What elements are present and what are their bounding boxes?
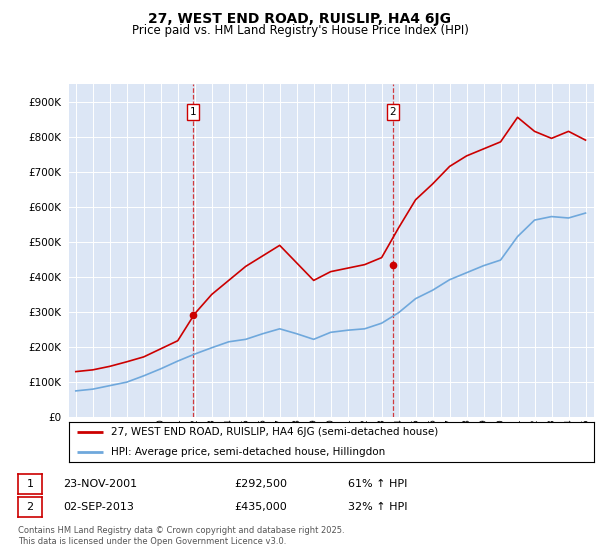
- Text: 1: 1: [190, 107, 196, 117]
- Text: HPI: Average price, semi-detached house, Hillingdon: HPI: Average price, semi-detached house,…: [111, 446, 385, 456]
- Text: 2: 2: [389, 107, 397, 117]
- Text: 23-NOV-2001: 23-NOV-2001: [63, 479, 137, 489]
- Text: £292,500: £292,500: [234, 479, 287, 489]
- Text: £435,000: £435,000: [234, 502, 287, 512]
- Text: 27, WEST END ROAD, RUISLIP, HA4 6JG (semi-detached house): 27, WEST END ROAD, RUISLIP, HA4 6JG (sem…: [111, 427, 438, 437]
- Text: 02-SEP-2013: 02-SEP-2013: [63, 502, 134, 512]
- Text: 2: 2: [26, 502, 34, 512]
- Text: 32% ↑ HPI: 32% ↑ HPI: [348, 502, 407, 512]
- Text: Price paid vs. HM Land Registry's House Price Index (HPI): Price paid vs. HM Land Registry's House …: [131, 24, 469, 36]
- Text: 1: 1: [26, 479, 34, 489]
- Text: 61% ↑ HPI: 61% ↑ HPI: [348, 479, 407, 489]
- Text: 27, WEST END ROAD, RUISLIP, HA4 6JG: 27, WEST END ROAD, RUISLIP, HA4 6JG: [149, 12, 452, 26]
- Text: Contains HM Land Registry data © Crown copyright and database right 2025.
This d: Contains HM Land Registry data © Crown c…: [18, 526, 344, 546]
